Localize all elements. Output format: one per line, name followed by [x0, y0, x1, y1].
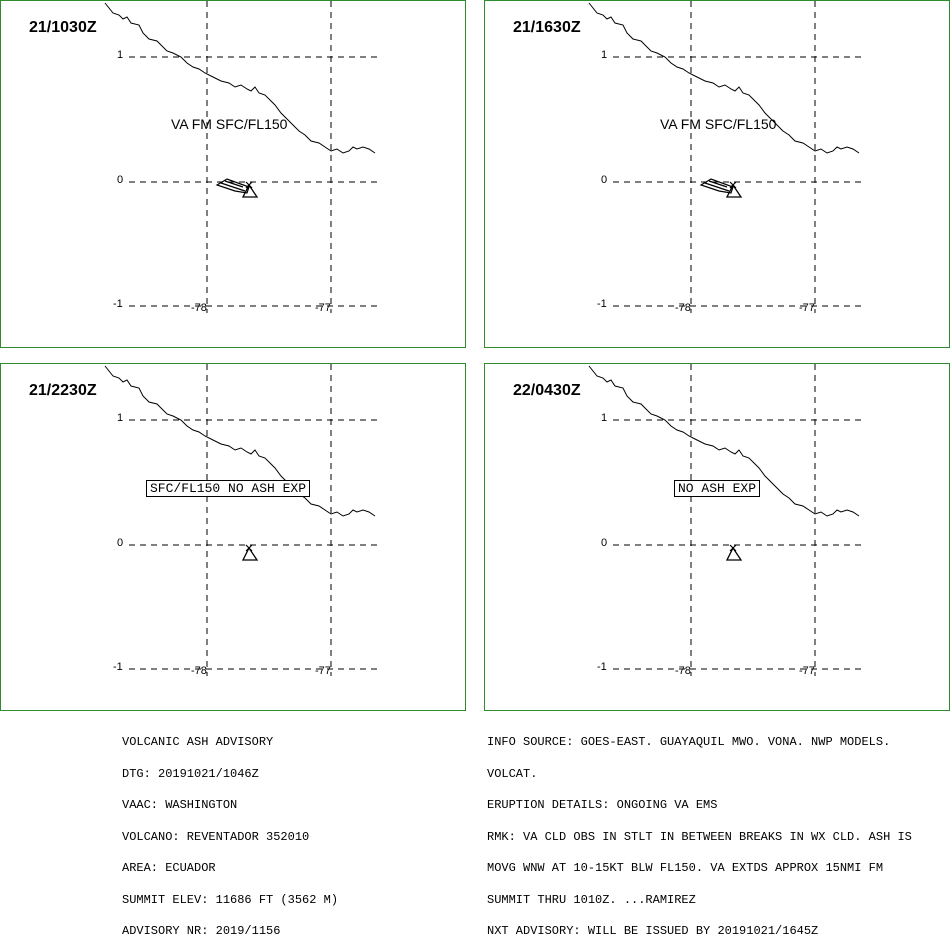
volcano-triangle-icon	[241, 181, 259, 198]
lat-label-1: 1	[117, 49, 124, 61]
advisory-details-block: INFO SOURCE: GOES-EAST. GUAYAQUIL MWO. V…	[487, 716, 912, 947]
advisory-line: MOVG WNW AT 10-15KT BLW FL150. VA EXTDS …	[487, 861, 884, 875]
lon-label-77: -77	[315, 302, 331, 314]
volcano-marker	[729, 544, 737, 552]
lon-label-77: -77	[799, 665, 815, 677]
volcano-marker	[729, 181, 737, 189]
volcano-marker	[245, 181, 253, 189]
volcano-triangle	[725, 546, 743, 561]
map-canvas	[104, 364, 379, 676]
forecast-panel-3: 21/2230Z 1 0 -1 -78 -77 SFC/FL150 NO ASH…	[0, 363, 466, 711]
advisory-line: SUMMIT ELEV: 11686 FT (3562 M)	[122, 892, 339, 907]
volcano-triangle-icon	[725, 544, 743, 561]
coastline	[104, 2, 376, 154]
panel-time: 21/2230Z	[29, 382, 97, 399]
advisory-line: ADVISORY NR: 2019/1156	[122, 924, 281, 938]
advisory-header-block: VOLCANIC ASH ADVISORY DTG: 20191021/1046…	[122, 716, 338, 947]
coastline	[104, 365, 376, 517]
forecast-panel-2: 21/1630Z 1 0 -1 -78 -77 VA FM SFC/FL150	[484, 0, 950, 348]
volcano-triangle	[241, 546, 259, 561]
forecast-label-boxed: SFC/FL150 NO ASH EXP	[146, 480, 311, 497]
advisory-line: DTG: 20191021/1046Z	[122, 766, 259, 781]
lon-label-78: -78	[191, 665, 207, 677]
lat-label-0: 0	[601, 537, 608, 549]
panel-time: 21/1030Z	[29, 19, 97, 36]
lat-label-1: 1	[601, 49, 608, 61]
lat-label-minus1: -1	[597, 298, 607, 310]
coastline	[588, 2, 860, 154]
ash-cloud-polygon	[215, 178, 250, 194]
advisory-line: VOLCANIC ASH ADVISORY	[122, 735, 274, 749]
ash-cloud-polygon	[699, 178, 734, 194]
volcano-triangle	[725, 183, 743, 198]
panel-time: 22/0430Z	[513, 382, 581, 399]
advisory-line: NXT ADVISORY: WILL BE ISSUED BY 20191021…	[487, 924, 819, 938]
lat-label-1: 1	[117, 412, 124, 424]
lat-label-1: 1	[601, 412, 608, 424]
forecast-panel-1: 21/1030Z 1 0 -1 -78 -77 VA FM SFC/FL150	[0, 0, 466, 348]
coastline	[588, 365, 860, 517]
map-canvas	[104, 1, 379, 313]
lon-label-78: -78	[675, 665, 691, 677]
volcano-marker	[245, 544, 253, 552]
lon-label-77: -77	[799, 302, 815, 314]
lon-label-78: -78	[191, 302, 207, 314]
panel-time: 21/1630Z	[513, 19, 581, 36]
advisory-line: INFO SOURCE: GOES-EAST. GUAYAQUIL MWO. V…	[487, 735, 891, 749]
advisory-line: VAAC: WASHINGTON	[122, 798, 238, 812]
lat-label-minus1: -1	[597, 661, 607, 673]
forecast-label-boxed: NO ASH EXP	[674, 480, 761, 497]
forecast-label: VA FM SFC/FL150	[660, 116, 777, 132]
advisory-line: ERUPTION DETAILS: ONGOING VA EMS	[487, 798, 718, 812]
volcano-triangle-icon	[241, 544, 259, 561]
lon-label-77: -77	[315, 665, 331, 677]
forecast-panel-4: 22/0430Z 1 0 -1 -78 -77 NO ASH EXP	[484, 363, 950, 711]
lat-label-0: 0	[117, 537, 124, 549]
volcano-triangle	[241, 183, 259, 198]
lon-label-78: -78	[675, 302, 691, 314]
advisory-line: AREA: ECUADOR	[122, 861, 216, 875]
forecast-label: VA FM SFC/FL150	[171, 116, 288, 132]
advisory-line: VOLCAT.	[487, 766, 538, 781]
lat-label-0: 0	[117, 174, 124, 186]
volcano-triangle-icon	[725, 181, 743, 198]
advisory-line: RMK: VA CLD OBS IN STLT IN BETWEEN BREAK…	[487, 829, 912, 844]
advisory-line: SUMMIT THRU 1010Z. ...RAMIREZ	[487, 892, 696, 907]
lat-label-minus1: -1	[113, 298, 123, 310]
map-canvas	[588, 1, 863, 313]
advisory-line: VOLCANO: REVENTADOR 352010	[122, 829, 310, 844]
lat-label-minus1: -1	[113, 661, 123, 673]
lat-label-0: 0	[601, 174, 608, 186]
map-canvas	[588, 364, 863, 676]
